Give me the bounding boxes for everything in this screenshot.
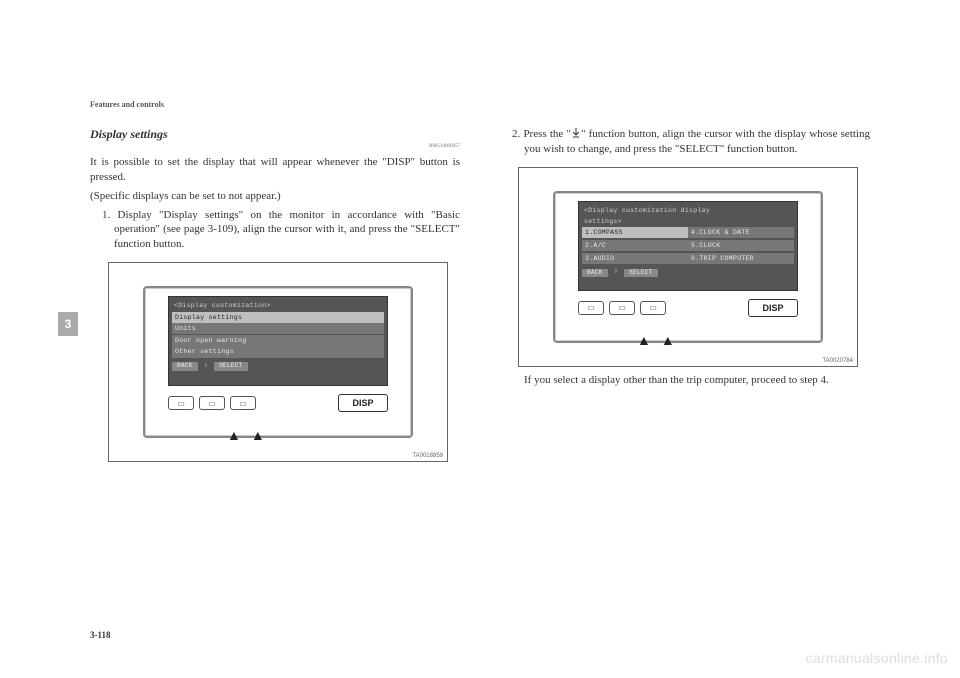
down-arrow-icon	[571, 128, 581, 138]
screen-row: 2.A/C	[582, 240, 688, 251]
content-columns: Display settings N00534000057 It is poss…	[90, 127, 870, 462]
right-column: 2. Press the "" function button, align t…	[500, 127, 870, 462]
figure-code: TA0020784	[822, 358, 853, 364]
device-screen: <Display customization> Display settings…	[168, 296, 388, 386]
step2-part1: 2. Press the "	[512, 128, 571, 140]
section-header: Features and controls	[90, 100, 870, 109]
pointer-arrows: ▲ ▲	[637, 334, 675, 350]
button-row: ▭ ▭ ▭ DISP	[578, 299, 798, 317]
hw-button: ▭	[609, 301, 635, 315]
hw-button: ▭	[230, 396, 256, 410]
up-arrow-icon: ▲	[661, 334, 675, 350]
disp-button: DISP	[338, 394, 388, 412]
watermark: carmanualsonline.info	[806, 650, 949, 666]
paragraph: It is possible to set the display that w…	[90, 155, 460, 185]
figure-code: TA0018859	[412, 453, 443, 459]
figure-1: <Display customization> Display settings…	[108, 262, 448, 462]
screen-row: 4.CLOCK & DATE	[688, 227, 794, 238]
pointer-arrows: ▲ ▲	[227, 429, 265, 445]
hw-button: ▭	[640, 301, 666, 315]
chapter-tab: 3	[58, 312, 78, 336]
screen-row: 5.CLOCK	[688, 240, 794, 251]
page-number: 3-118	[90, 630, 111, 640]
device-bezel: <Display customization> Display settings…	[143, 286, 413, 438]
screen-title: <Display customization>	[172, 300, 384, 311]
doc-code: N00534000057	[90, 144, 460, 149]
screen-row: 6.TRIP COMPUTER	[688, 253, 794, 264]
screen-row: Units	[172, 323, 384, 334]
left-column: Display settings N00534000057 It is poss…	[90, 127, 460, 462]
footer-select: SELECT	[624, 269, 657, 277]
post-figure-text: If you select a display other than the t…	[500, 373, 870, 388]
paragraph: (Specific displays can be set to not app…	[90, 189, 460, 204]
screen-grid: 1.COMPASS 4.CLOCK & DATE 2.A/C 5.CLOCK 3…	[582, 227, 794, 264]
figure-2: <Display customization display settings>…	[518, 167, 858, 367]
screen-row: Display settings	[172, 312, 384, 323]
up-arrow-icon: ▲	[251, 429, 265, 445]
footer-back: BACK	[582, 269, 608, 277]
hw-button: ▭	[168, 396, 194, 410]
screen-row: Door open warning	[172, 335, 384, 346]
hw-button: ▭	[199, 396, 225, 410]
screen-row: 3.AUDIO	[582, 253, 688, 264]
section-title: Display settings	[90, 127, 460, 142]
hw-button: ▭	[578, 301, 604, 315]
footer-back: BACK	[172, 362, 198, 370]
up-arrow-icon: ▲	[227, 429, 241, 445]
down-arrow-icon: ⇩	[614, 268, 619, 278]
device-screen: <Display customization display settings>…	[578, 201, 798, 291]
footer-select: SELECT	[214, 362, 247, 370]
button-row: ▭ ▭ ▭ DISP	[168, 394, 388, 412]
screen-row: 1.COMPASS	[582, 227, 688, 238]
screen-footer: BACK ⇩ SELECT	[582, 268, 794, 278]
disp-button: DISP	[748, 299, 798, 317]
screen-title-line1: <Display customization display	[582, 205, 794, 216]
step-1: 1. Display "Display settings" on the mon…	[90, 208, 460, 253]
down-arrow-icon: ⇩	[204, 362, 209, 372]
screen-title-line2: settings>	[582, 216, 794, 227]
step-2: 2. Press the "" function button, align t…	[500, 127, 870, 157]
screen-footer: BACK ⇩ SELECT	[172, 362, 384, 372]
device-bezel: <Display customization display settings>…	[553, 191, 823, 343]
screen-row: Other settings	[172, 346, 384, 357]
up-arrow-icon: ▲	[637, 334, 651, 350]
